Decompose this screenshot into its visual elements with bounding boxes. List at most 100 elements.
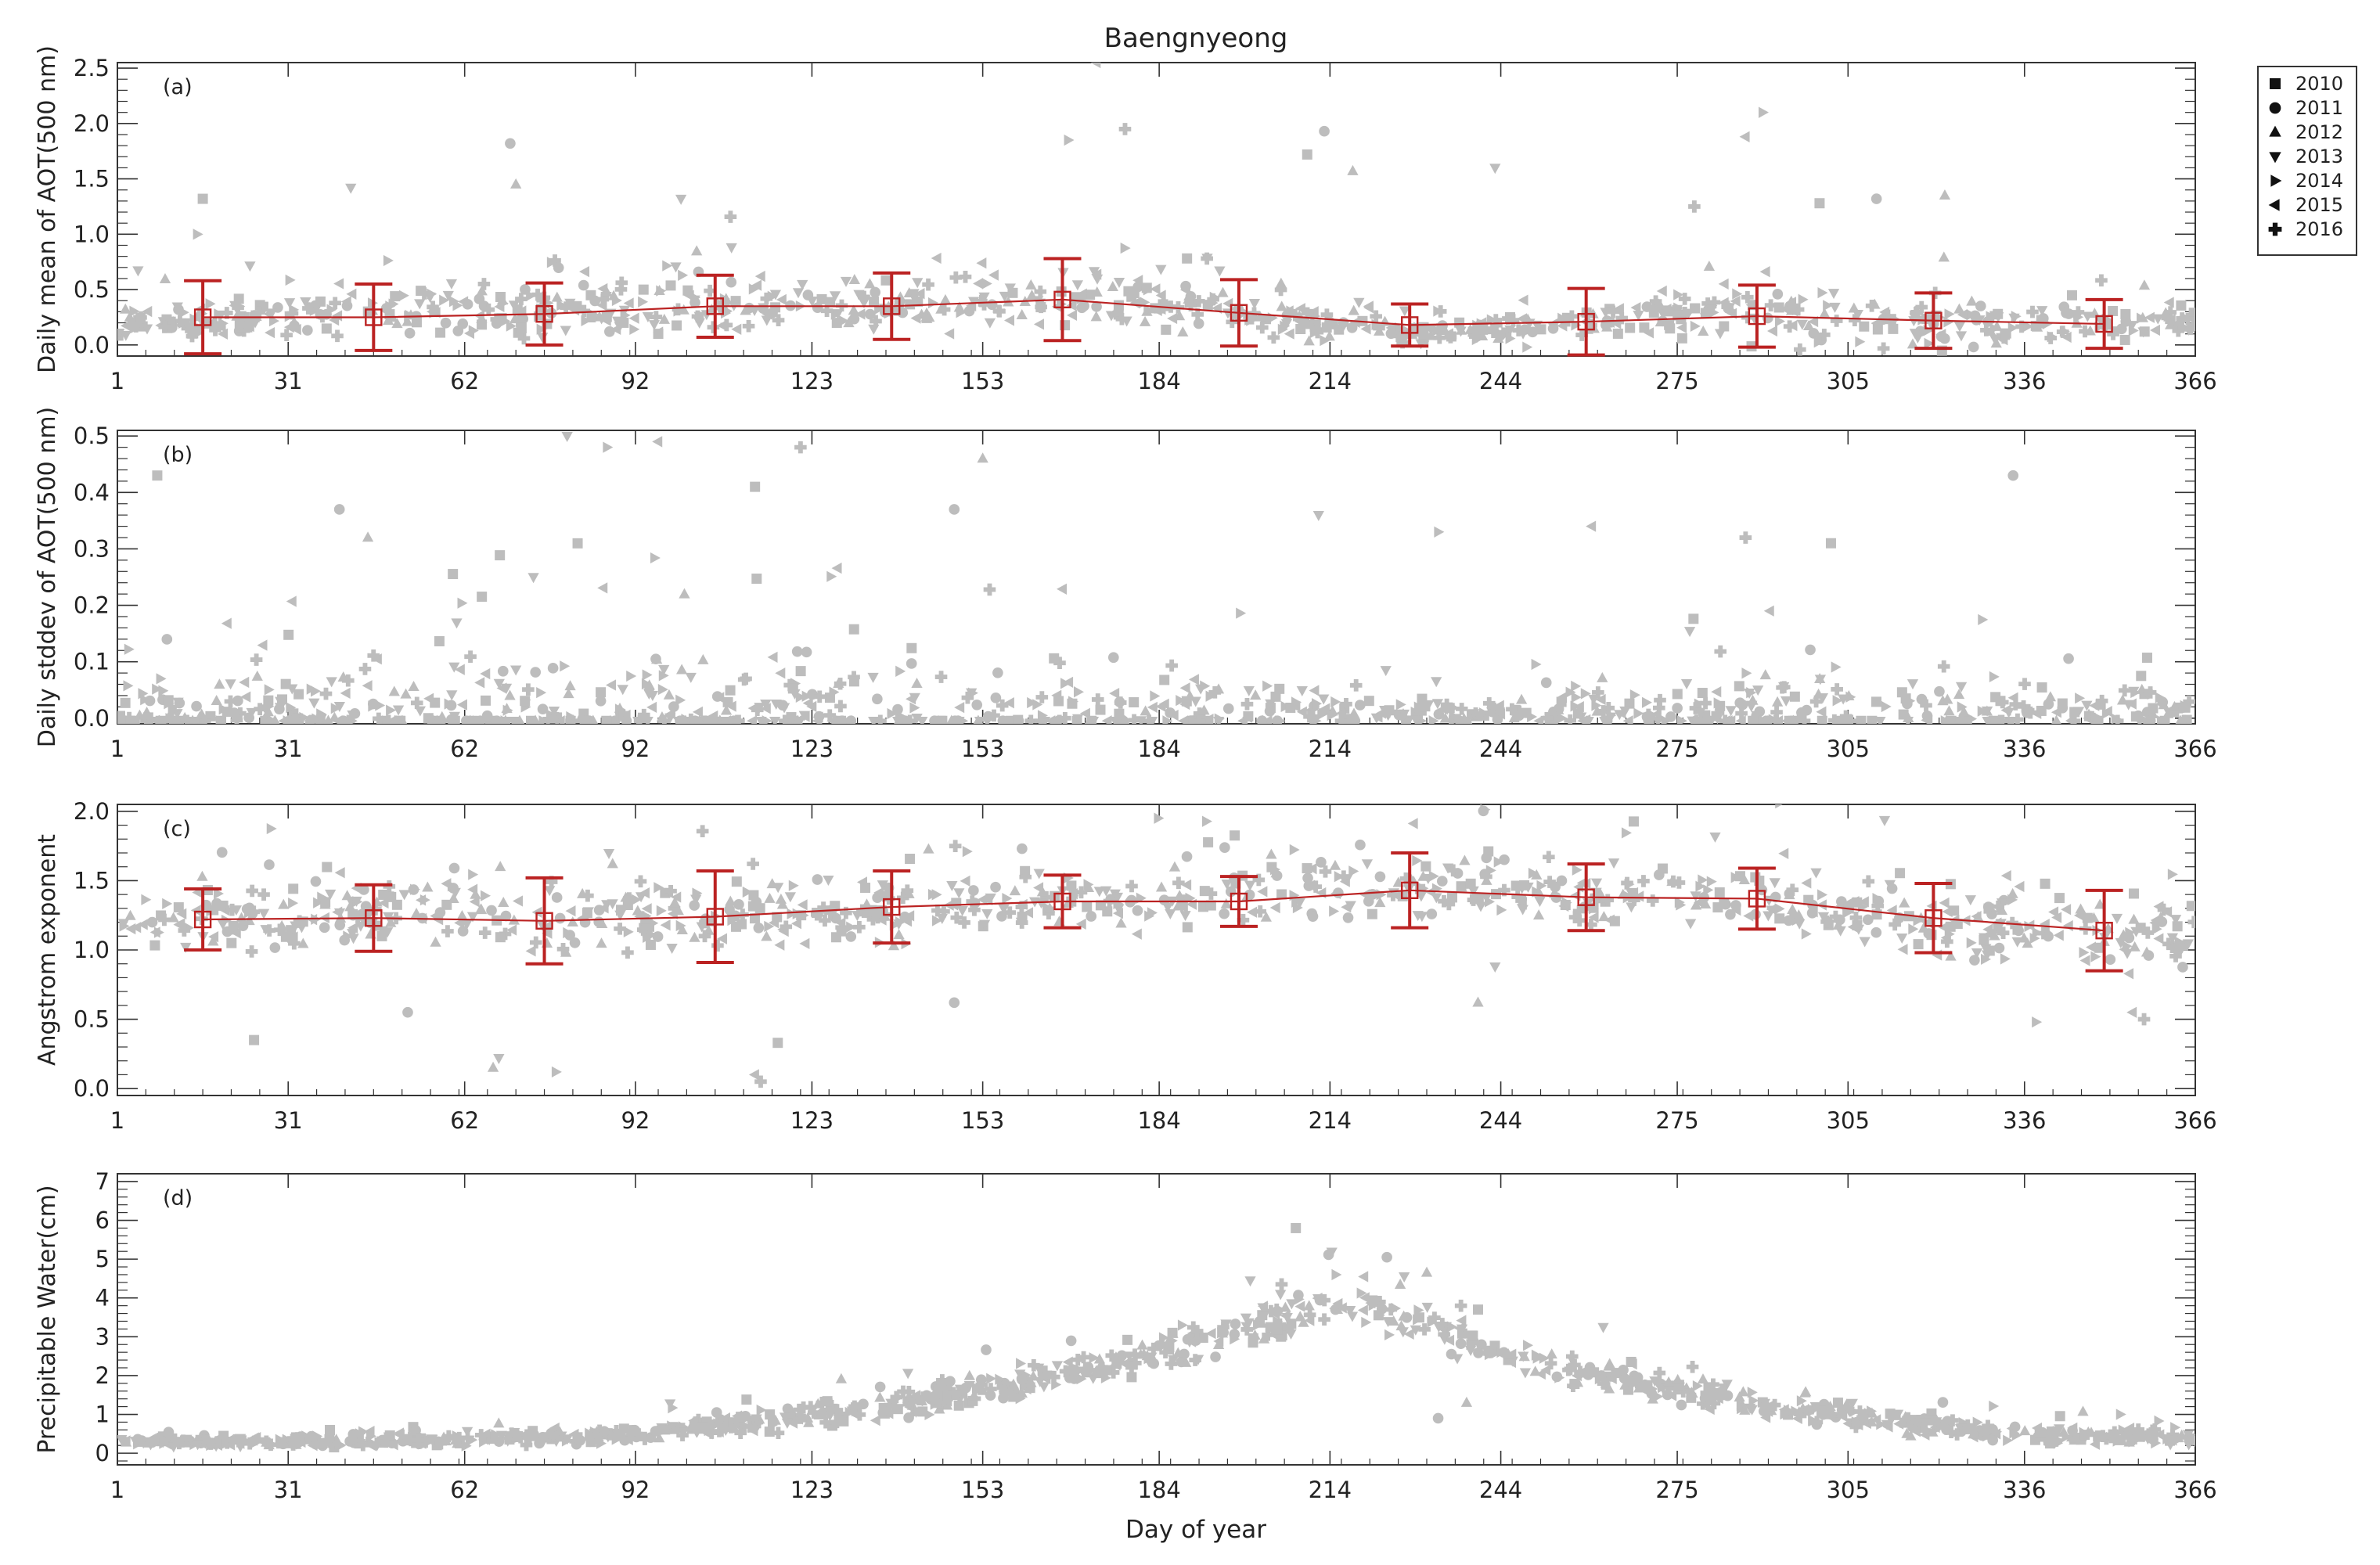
data-point xyxy=(317,891,328,903)
data-point xyxy=(750,481,761,492)
data-point xyxy=(282,1434,293,1445)
data-point xyxy=(772,1038,783,1049)
data-point xyxy=(1639,322,1650,333)
data-point xyxy=(530,714,541,724)
data-point xyxy=(142,305,153,318)
data-point xyxy=(1546,1348,1557,1359)
data-point xyxy=(658,714,671,724)
data-point xyxy=(1896,687,1907,698)
data-point xyxy=(522,683,535,696)
data-point xyxy=(1184,299,1197,311)
data-point xyxy=(362,680,373,692)
data-point xyxy=(362,531,374,542)
data-point xyxy=(1837,1410,1848,1423)
data-point xyxy=(934,671,948,683)
data-point xyxy=(2182,313,2193,325)
data-point xyxy=(1991,320,2003,331)
data-point xyxy=(1041,1370,1053,1381)
y-tick-label: 6 xyxy=(95,1207,110,1234)
data-point xyxy=(1543,876,1556,888)
legend-label: 2011 xyxy=(2295,97,2343,119)
data-point xyxy=(520,1438,533,1452)
data-point xyxy=(510,178,522,189)
data-point xyxy=(581,889,594,902)
data-point xyxy=(772,912,783,923)
error-bar xyxy=(1043,257,1082,343)
data-point xyxy=(899,911,910,923)
data-point xyxy=(1107,652,1119,664)
data-point xyxy=(835,917,846,929)
x-tick-label: 184 xyxy=(1137,736,1180,762)
data-point xyxy=(931,252,942,264)
data-point xyxy=(1746,687,1757,699)
data-point xyxy=(1473,1347,1484,1358)
data-point xyxy=(760,292,773,305)
data-point xyxy=(487,1061,499,1072)
data-point xyxy=(480,1428,491,1440)
error-bar xyxy=(525,281,563,347)
data-point xyxy=(1079,707,1090,719)
data-point xyxy=(938,905,950,918)
data-point xyxy=(1814,673,1826,684)
data-point xyxy=(792,288,805,299)
data-point xyxy=(848,676,859,687)
data-point xyxy=(2141,653,2152,664)
data-point xyxy=(795,691,806,703)
data-point xyxy=(466,912,479,923)
data-point xyxy=(2157,903,2170,916)
data-point xyxy=(938,303,951,316)
data-point xyxy=(1355,839,1366,851)
data-point xyxy=(1071,280,1084,291)
data-point xyxy=(975,1374,987,1385)
data-point xyxy=(704,1425,715,1437)
data-point xyxy=(1003,906,1017,919)
data-point xyxy=(1258,1301,1269,1312)
data-point xyxy=(1240,698,1254,711)
data-point xyxy=(971,699,983,711)
data-point xyxy=(635,892,647,903)
data-point xyxy=(1787,903,1799,914)
data-point xyxy=(1447,1321,1458,1333)
data-point xyxy=(870,315,882,328)
data-point xyxy=(1721,1380,1733,1391)
data-point xyxy=(992,304,1006,318)
data-point xyxy=(1433,331,1446,344)
data-point xyxy=(1298,1316,1309,1327)
data-point xyxy=(1125,880,1138,893)
data-point xyxy=(1128,714,1140,724)
data-point xyxy=(158,685,169,696)
data-point xyxy=(1918,1424,1932,1437)
data-point xyxy=(1271,870,1283,881)
data-point xyxy=(163,1426,175,1438)
data-point xyxy=(358,663,372,675)
data-point xyxy=(1855,336,1866,347)
data-point xyxy=(1516,894,1528,905)
data-point xyxy=(457,926,469,937)
mean-marker xyxy=(883,898,901,916)
data-point xyxy=(1294,1301,1305,1312)
legend-label: 2013 xyxy=(2295,146,2343,167)
data-point xyxy=(1257,886,1268,898)
data-point xyxy=(1698,715,1709,724)
data-point xyxy=(1822,916,1834,927)
data-point xyxy=(2061,904,2072,916)
data-point xyxy=(2029,933,2040,944)
data-point xyxy=(912,278,924,289)
data-point xyxy=(1236,607,1247,619)
data-point xyxy=(2022,707,2033,718)
data-point xyxy=(214,887,225,900)
data-point xyxy=(355,921,367,932)
data-point xyxy=(2054,893,2065,904)
data-point xyxy=(2121,948,2133,959)
data-point xyxy=(1489,962,1501,973)
data-point xyxy=(870,1415,880,1426)
data-point xyxy=(1074,686,1085,698)
data-point xyxy=(1167,312,1178,325)
data-point xyxy=(1849,314,1861,327)
data-point xyxy=(1621,827,1632,839)
data-point xyxy=(1394,1279,1406,1290)
data-point xyxy=(838,1416,849,1426)
data-point xyxy=(877,892,889,903)
data-point xyxy=(1615,311,1629,325)
mean-line xyxy=(203,298,2105,326)
